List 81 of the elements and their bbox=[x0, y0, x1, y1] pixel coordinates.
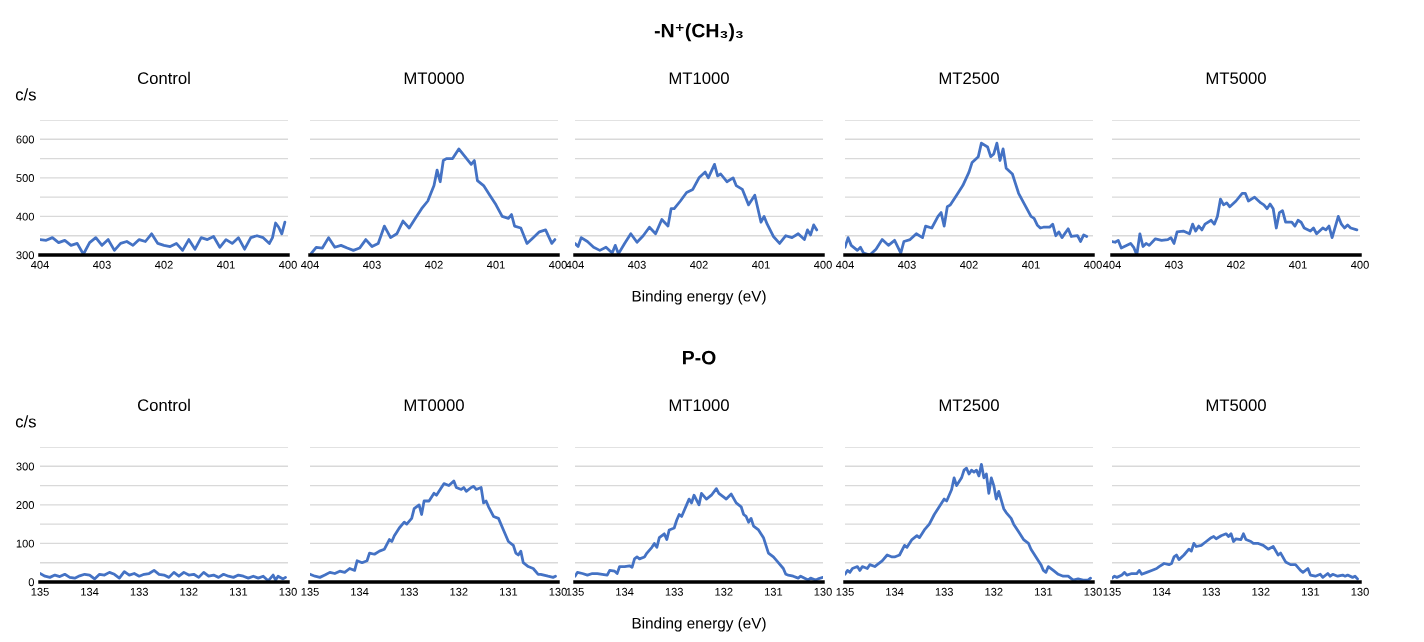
x-tick-label: 131 bbox=[764, 587, 783, 596]
y-axis-title: c/s bbox=[15, 415, 36, 428]
x-tick-label: 402 bbox=[1226, 260, 1245, 269]
x-tick-label: 135 bbox=[836, 587, 854, 596]
y-tick-label: 500 bbox=[16, 174, 35, 182]
x-tick-label: 134 bbox=[886, 587, 904, 596]
x-tick-label: 404 bbox=[565, 260, 584, 269]
y-axis-title: c/s bbox=[15, 88, 36, 101]
y-tick-label: 300 bbox=[16, 251, 35, 260]
x-tick-label: 135 bbox=[31, 587, 49, 596]
x-tick-label: 401 bbox=[751, 260, 770, 269]
x-axis-title: Binding energy (eV) bbox=[632, 290, 766, 305]
x-tick-label: 131 bbox=[1034, 587, 1053, 596]
x-tick-label: 135 bbox=[566, 587, 584, 596]
x-tick-label: 402 bbox=[424, 260, 443, 269]
chart-subtitle: P-O bbox=[683, 350, 716, 365]
chart-title: MT0000 bbox=[404, 399, 464, 412]
y-tick-label: 600 bbox=[16, 135, 35, 144]
x-tick-label: 133 bbox=[1202, 587, 1220, 596]
x-tick-label: 404 bbox=[1102, 260, 1121, 269]
x-tick-label: 131 bbox=[1301, 587, 1320, 596]
x-tick-label: 401 bbox=[1288, 260, 1307, 269]
chart-subtitle: -N⁺(CH₃)₃ bbox=[654, 23, 743, 42]
x-tick-label: 403 bbox=[897, 260, 916, 269]
chart-title: MT5000 bbox=[1206, 399, 1266, 412]
x-tick-label: 400 bbox=[813, 260, 832, 269]
x-tick-label: 134 bbox=[1153, 587, 1171, 596]
x-tick-label: 400 bbox=[278, 260, 297, 269]
x-tick-label: 404 bbox=[300, 260, 319, 269]
x-tick-label: 133 bbox=[665, 587, 683, 596]
x-tick-label: 401 bbox=[1021, 260, 1040, 269]
line-series bbox=[40, 220, 287, 255]
x-tick-label: 404 bbox=[30, 260, 49, 269]
chart-title: MT1000 bbox=[669, 399, 729, 412]
x-tick-label: 134 bbox=[616, 587, 634, 596]
y-tick-label: 200 bbox=[16, 501, 35, 509]
x-tick-label: 403 bbox=[627, 260, 646, 269]
x-tick-label: 131 bbox=[499, 587, 518, 596]
x-tick-label: 131 bbox=[229, 587, 248, 596]
x-tick-label: 402 bbox=[689, 260, 708, 269]
x-tick-label: 401 bbox=[216, 260, 235, 269]
chart-title: Control bbox=[137, 71, 190, 85]
x-tick-label: 404 bbox=[835, 260, 854, 269]
x-tick-label: 135 bbox=[301, 587, 319, 596]
x-tick-label: 401 bbox=[486, 260, 505, 269]
x-tick-label: 134 bbox=[351, 587, 369, 596]
x-tick-label: 130 bbox=[279, 587, 297, 596]
x-tick-label: 132 bbox=[715, 587, 733, 596]
x-tick-label: 400 bbox=[1083, 260, 1102, 269]
chart-title: MT1000 bbox=[669, 72, 729, 85]
x-tick-label: 403 bbox=[362, 260, 381, 269]
y-tick-label: 100 bbox=[16, 539, 35, 548]
line-series bbox=[40, 569, 287, 582]
x-axis-title: Binding energy (eV) bbox=[632, 617, 766, 632]
y-tick-label: 0 bbox=[28, 578, 35, 587]
x-tick-label: 400 bbox=[548, 260, 567, 269]
x-tick-label: 132 bbox=[180, 587, 198, 596]
x-tick-label: 403 bbox=[1164, 260, 1183, 269]
x-tick-label: 402 bbox=[959, 260, 978, 269]
x-tick-label: 133 bbox=[935, 587, 953, 596]
x-tick-label: 130 bbox=[1084, 587, 1102, 596]
chart-title: MT2500 bbox=[939, 399, 999, 412]
chart-title: Control bbox=[137, 398, 190, 412]
x-tick-label: 133 bbox=[400, 587, 418, 596]
x-tick-label: 403 bbox=[92, 260, 111, 269]
x-tick-label: 132 bbox=[985, 587, 1003, 596]
x-tick-label: 135 bbox=[1103, 587, 1121, 596]
chart-title: MT5000 bbox=[1206, 72, 1266, 85]
y-tick-label: 400 bbox=[16, 212, 35, 221]
x-tick-label: 133 bbox=[130, 587, 148, 596]
x-tick-label: 134 bbox=[81, 587, 99, 596]
x-tick-label: 130 bbox=[1351, 587, 1369, 596]
chart-title: MT2500 bbox=[939, 72, 999, 85]
x-tick-label: 130 bbox=[549, 587, 567, 596]
x-tick-label: 132 bbox=[1252, 587, 1270, 596]
x-tick-label: 400 bbox=[1350, 260, 1369, 269]
y-tick-label: 300 bbox=[16, 462, 35, 471]
x-tick-label: 132 bbox=[450, 587, 468, 596]
x-tick-label: 130 bbox=[814, 587, 832, 596]
chart-title: MT0000 bbox=[404, 72, 464, 85]
x-tick-label: 402 bbox=[154, 260, 173, 269]
